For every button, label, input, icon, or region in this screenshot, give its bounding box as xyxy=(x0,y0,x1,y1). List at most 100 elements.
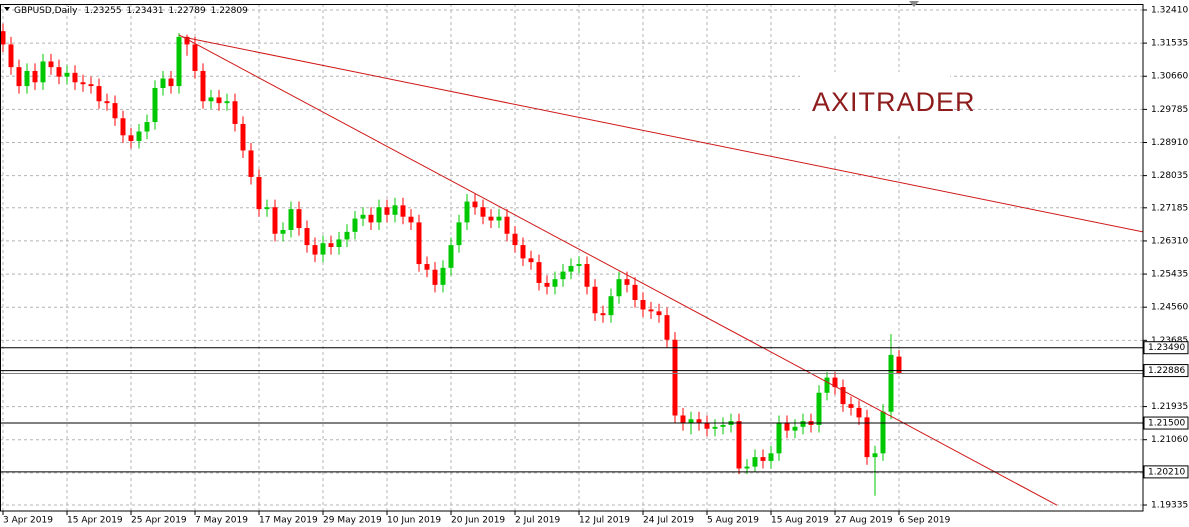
candle-body xyxy=(120,118,126,136)
x-tick-label: 15 Apr 2019 xyxy=(67,516,123,526)
candle-body xyxy=(184,36,190,45)
candle-body xyxy=(256,176,262,210)
candle-body xyxy=(864,417,870,458)
candle-body xyxy=(848,404,854,408)
candle-body xyxy=(800,421,806,427)
plot-border xyxy=(0,4,1144,512)
y-tick-label: 1.28035 xyxy=(1151,171,1188,181)
candle-body xyxy=(640,299,646,310)
candle-body xyxy=(600,313,606,316)
candle-body xyxy=(776,423,782,454)
candle-body xyxy=(880,411,886,454)
candle-body xyxy=(648,309,654,312)
header-close: 1.22809 xyxy=(211,6,248,16)
header-low: 1.22789 xyxy=(169,6,206,16)
logo-box xyxy=(800,72,950,134)
x-tick-label: 15 Aug 2019 xyxy=(771,516,829,526)
candle-body xyxy=(216,97,222,104)
candle-body xyxy=(576,264,582,266)
menu-arrow xyxy=(4,7,10,11)
candle-body xyxy=(288,209,294,230)
x-tick-label: 29 May 2019 xyxy=(323,516,382,526)
level-label: 1.20210 xyxy=(1148,467,1185,477)
candle-body xyxy=(744,466,750,469)
y-tick-label: 1.32410 xyxy=(1151,5,1188,15)
y-tick-label: 1.19335 xyxy=(1151,501,1188,511)
candle-body xyxy=(536,262,542,283)
candle-body xyxy=(736,421,742,469)
candle-body xyxy=(336,239,342,247)
candle-body xyxy=(624,279,630,285)
candle-body xyxy=(80,82,86,85)
candle-body xyxy=(128,135,134,141)
header: GBPUSD,Daily 1.23255 1.23431 1.22789 1.2… xyxy=(14,6,248,16)
shift-marker xyxy=(909,1,919,7)
candle-body xyxy=(672,339,678,416)
candle-body xyxy=(136,131,142,141)
y-tick-label: 1.25435 xyxy=(1151,270,1188,280)
candle-body xyxy=(224,101,230,104)
candle-body xyxy=(840,387,846,405)
x-tick-label: 24 Jul 2019 xyxy=(643,516,694,526)
level-label: 1.21500 xyxy=(1148,419,1185,429)
level-label-box xyxy=(1143,364,1189,378)
x-tick-label: 12 Jul 2019 xyxy=(579,516,630,526)
y-tick-label: 1.28910 xyxy=(1151,138,1188,148)
candle-body xyxy=(552,279,558,287)
x-tick-label: 6 Sep 2019 xyxy=(899,516,951,526)
candle-body xyxy=(24,70,30,87)
candle-body xyxy=(88,84,94,87)
x-tick-label: 5 Aug 2019 xyxy=(707,516,759,526)
candle-body xyxy=(520,245,526,259)
candle-body xyxy=(432,269,438,285)
candle-body xyxy=(824,377,830,393)
y-tick-label: 1.21060 xyxy=(1151,435,1188,445)
candle-body xyxy=(360,214,366,219)
candle-body xyxy=(112,103,118,119)
candle-body xyxy=(440,267,446,285)
y-tick-label: 1.26310 xyxy=(1151,236,1188,246)
candle-body xyxy=(704,423,710,429)
header-high: 1.23431 xyxy=(126,6,163,16)
candle-body xyxy=(512,233,518,246)
candle-body xyxy=(272,207,278,234)
candle-body xyxy=(888,354,894,412)
candle-body xyxy=(0,31,6,45)
x-tick-label: 3 Apr 2019 xyxy=(3,516,53,526)
candle-body xyxy=(472,201,478,208)
candle-body xyxy=(768,453,774,461)
candle-body xyxy=(104,101,110,104)
candle-body xyxy=(248,150,254,177)
plot xyxy=(0,23,1143,506)
candle-body xyxy=(200,70,206,102)
candle-body xyxy=(424,264,430,270)
candle-body xyxy=(144,122,150,132)
candle-body xyxy=(64,72,70,77)
candle-body xyxy=(56,67,62,77)
x-tick-label: 7 May 2019 xyxy=(195,516,248,526)
candle-body xyxy=(680,415,686,424)
candle-body xyxy=(720,424,726,427)
candle-body xyxy=(896,356,902,374)
level-label: 1.23490 xyxy=(1148,343,1185,353)
y-tick-label: 1.30660 xyxy=(1151,72,1188,82)
candle-body xyxy=(560,271,566,280)
candle-body xyxy=(40,61,46,83)
candle-body xyxy=(632,284,638,300)
candle-body xyxy=(384,207,390,215)
y-tick-label: 1.23685 xyxy=(1151,336,1188,346)
candle-body xyxy=(448,245,454,268)
y-tick-label: 1.27185 xyxy=(1151,203,1188,213)
y-tick-label: 1.21935 xyxy=(1151,402,1188,412)
x-tick-label: 2 Jul 2019 xyxy=(515,516,560,526)
level-label-box xyxy=(1143,416,1189,430)
candle-body xyxy=(152,87,158,123)
candle-body xyxy=(264,207,270,210)
candle-body xyxy=(400,205,406,217)
candle-body xyxy=(16,67,22,87)
candle-body xyxy=(752,457,758,467)
trend-line xyxy=(178,34,1058,506)
candle-body xyxy=(792,426,798,431)
candle-body xyxy=(392,205,398,215)
